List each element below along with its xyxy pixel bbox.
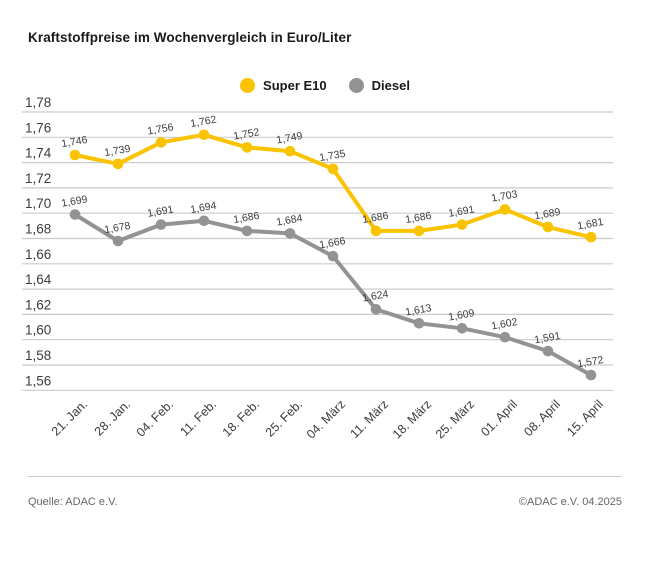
data-point-label: 1,699 <box>60 193 88 209</box>
legend-marker-diesel-icon <box>348 78 364 93</box>
chart-legend: Super E10 Diesel <box>0 78 650 93</box>
data-point-super-e10 <box>370 225 382 237</box>
x-axis-label: 21. Jan. <box>49 397 90 438</box>
legend-marker-super-e10-icon <box>240 78 256 93</box>
data-point-label: 1,686 <box>404 210 432 226</box>
data-point-label: 1,624 <box>361 288 389 304</box>
y-axis-label: 1,58 <box>25 348 51 363</box>
y-axis-label: 1,74 <box>25 146 52 161</box>
data-point-label: 1,591 <box>533 330 561 346</box>
data-point-diesel <box>112 235 124 247</box>
y-axis-label: 1,76 <box>25 120 51 135</box>
data-point-diesel <box>370 304 382 315</box>
data-point-label: 1,613 <box>404 302 432 318</box>
data-point-diesel <box>284 228 296 239</box>
data-point-super-e10 <box>327 163 339 175</box>
data-point-label: 1,684 <box>275 212 303 228</box>
y-axis-label: 1,64 <box>25 272 52 287</box>
data-point-diesel <box>542 345 554 357</box>
y-axis-label: 1,62 <box>25 297 51 312</box>
data-point-label: 1,691 <box>447 203 475 219</box>
x-axis-label: 15. April <box>564 397 606 439</box>
x-axis-label: 08. April <box>521 397 563 439</box>
data-point-super-e10 <box>241 142 253 153</box>
data-point-super-e10 <box>112 158 124 170</box>
data-point-label: 1,739 <box>103 143 131 159</box>
data-point-label: 1,666 <box>318 235 346 251</box>
data-point-label: 1,752 <box>232 126 260 142</box>
data-point-diesel <box>585 369 597 381</box>
data-point-label: 1,609 <box>447 307 475 323</box>
data-point-label: 1,689 <box>533 206 561 222</box>
data-point-label: 1,572 <box>576 354 604 370</box>
data-point-super-e10 <box>284 145 296 157</box>
data-point-diesel <box>456 323 468 334</box>
x-axis-label: 28. Jan. <box>92 397 133 438</box>
data-point-diesel <box>499 331 511 343</box>
data-point-super-e10 <box>499 204 511 215</box>
x-axis-label: 11. Feb. <box>177 397 219 439</box>
data-point-diesel <box>198 215 210 227</box>
data-point-diesel <box>413 318 425 329</box>
x-axis-label: 04. März <box>304 397 348 441</box>
data-point-label: 1,703 <box>490 188 518 204</box>
legend-item-diesel: Diesel <box>348 78 410 93</box>
data-point-super-e10 <box>542 221 554 233</box>
data-point-diesel <box>327 250 339 262</box>
data-point-super-e10 <box>456 219 468 230</box>
y-axis-label: 1,78 <box>25 95 51 110</box>
y-axis-label: 1,66 <box>25 247 51 262</box>
x-axis-label: 25. Feb. <box>263 397 305 439</box>
y-axis-label: 1,70 <box>25 196 51 211</box>
y-axis-label: 1,56 <box>25 373 51 388</box>
legend-item-super-e10: Super E10 <box>240 78 327 93</box>
data-point-diesel <box>241 225 253 237</box>
copyright-label: ©ADAC e.V. 04.2025 <box>518 496 622 508</box>
data-point-label: 1,686 <box>232 210 260 226</box>
x-axis-label: 04. Feb. <box>134 397 176 439</box>
data-point-label: 1,686 <box>361 210 389 226</box>
data-point-label: 1,746 <box>60 134 88 150</box>
x-axis-label: 01. April <box>478 397 520 439</box>
data-point-label: 1,749 <box>275 130 303 146</box>
data-point-label: 1,681 <box>576 216 604 232</box>
x-axis-label: 18. Feb. <box>220 397 262 439</box>
data-point-super-e10 <box>198 129 210 141</box>
data-point-label: 1,602 <box>490 316 518 332</box>
data-point-label: 1,691 <box>146 203 174 219</box>
data-point-diesel <box>69 209 81 220</box>
footer-divider <box>28 476 622 477</box>
legend-label-diesel: Diesel <box>371 78 410 93</box>
data-point-label: 1,678 <box>103 220 131 236</box>
data-point-super-e10 <box>413 225 425 237</box>
line-chart: 1,78 1,76 1,74 1,72 1,70 1,68 1,66 1,64 1,62 1,60… <box>22 95 613 442</box>
y-axis-label: 1,60 <box>25 323 51 338</box>
x-axis-label: 25. März <box>433 397 477 441</box>
x-axis-label: 11. März <box>347 397 391 441</box>
data-point-diesel <box>155 219 167 230</box>
data-point-label: 1,694 <box>189 200 217 216</box>
legend-label-super-e10: Super E10 <box>263 78 327 93</box>
data-point-label: 1,735 <box>318 148 346 164</box>
data-point-label: 1,762 <box>189 114 217 130</box>
x-axis-label: 18. März <box>390 397 434 441</box>
source-label: Quelle: ADAC e.V. <box>28 496 118 508</box>
data-point-label: 1,756 <box>146 121 174 137</box>
y-axis-label: 1,68 <box>25 222 51 237</box>
chart-title: Kraftstoffpreise im Wochenvergleich in E… <box>28 30 352 45</box>
data-point-super-e10 <box>69 149 81 161</box>
y-axis-label: 1,72 <box>25 171 51 186</box>
data-point-super-e10 <box>585 231 597 243</box>
data-point-super-e10 <box>155 137 167 148</box>
